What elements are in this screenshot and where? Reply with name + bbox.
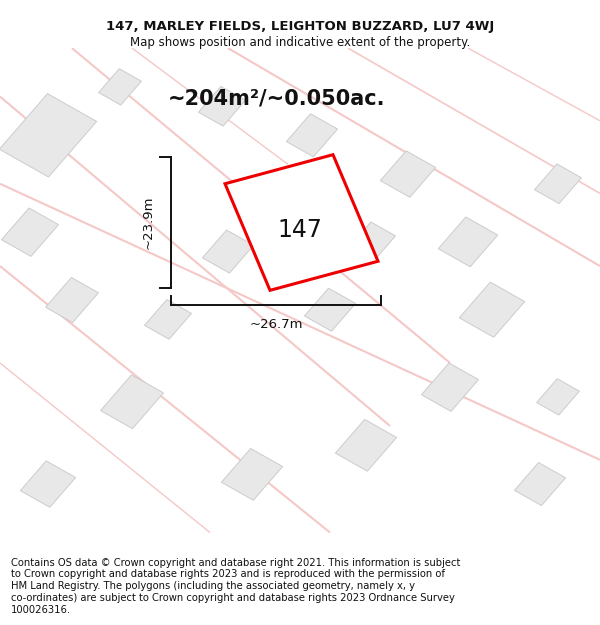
Polygon shape	[202, 230, 254, 273]
Polygon shape	[304, 288, 356, 331]
Polygon shape	[438, 217, 498, 267]
Text: 100026316.: 100026316.	[11, 605, 71, 615]
Polygon shape	[260, 175, 304, 212]
Polygon shape	[460, 282, 524, 338]
Polygon shape	[535, 164, 581, 204]
Polygon shape	[225, 154, 378, 290]
Polygon shape	[0, 94, 97, 177]
Polygon shape	[421, 363, 479, 411]
Polygon shape	[199, 86, 245, 126]
Polygon shape	[335, 419, 397, 471]
Text: Map shows position and indicative extent of the property.: Map shows position and indicative extent…	[130, 36, 470, 49]
Text: co-ordinates) are subject to Crown copyright and database rights 2023 Ordnance S: co-ordinates) are subject to Crown copyr…	[11, 593, 455, 603]
Text: 147, MARLEY FIELDS, LEIGHTON BUZZARD, LU7 4WJ: 147, MARLEY FIELDS, LEIGHTON BUZZARD, LU…	[106, 20, 494, 32]
Polygon shape	[20, 461, 76, 508]
Polygon shape	[536, 379, 580, 415]
Text: Contains OS data © Crown copyright and database right 2021. This information is : Contains OS data © Crown copyright and d…	[11, 558, 460, 568]
Polygon shape	[221, 449, 283, 500]
Text: ~23.9m: ~23.9m	[142, 196, 155, 249]
Text: 147: 147	[278, 217, 322, 242]
Polygon shape	[46, 278, 98, 322]
Polygon shape	[286, 114, 338, 157]
Text: ~204m²/~0.050ac.: ~204m²/~0.050ac.	[167, 89, 385, 109]
Polygon shape	[98, 69, 142, 105]
Polygon shape	[145, 299, 191, 339]
Polygon shape	[101, 375, 163, 429]
Polygon shape	[349, 222, 395, 262]
Polygon shape	[514, 462, 566, 506]
Text: to Crown copyright and database rights 2023 and is reproduced with the permissio: to Crown copyright and database rights 2…	[11, 569, 445, 579]
Text: HM Land Registry. The polygons (including the associated geometry, namely x, y: HM Land Registry. The polygons (includin…	[11, 581, 415, 591]
Polygon shape	[1, 208, 59, 256]
Text: ~26.7m: ~26.7m	[249, 318, 303, 331]
Polygon shape	[380, 151, 436, 198]
